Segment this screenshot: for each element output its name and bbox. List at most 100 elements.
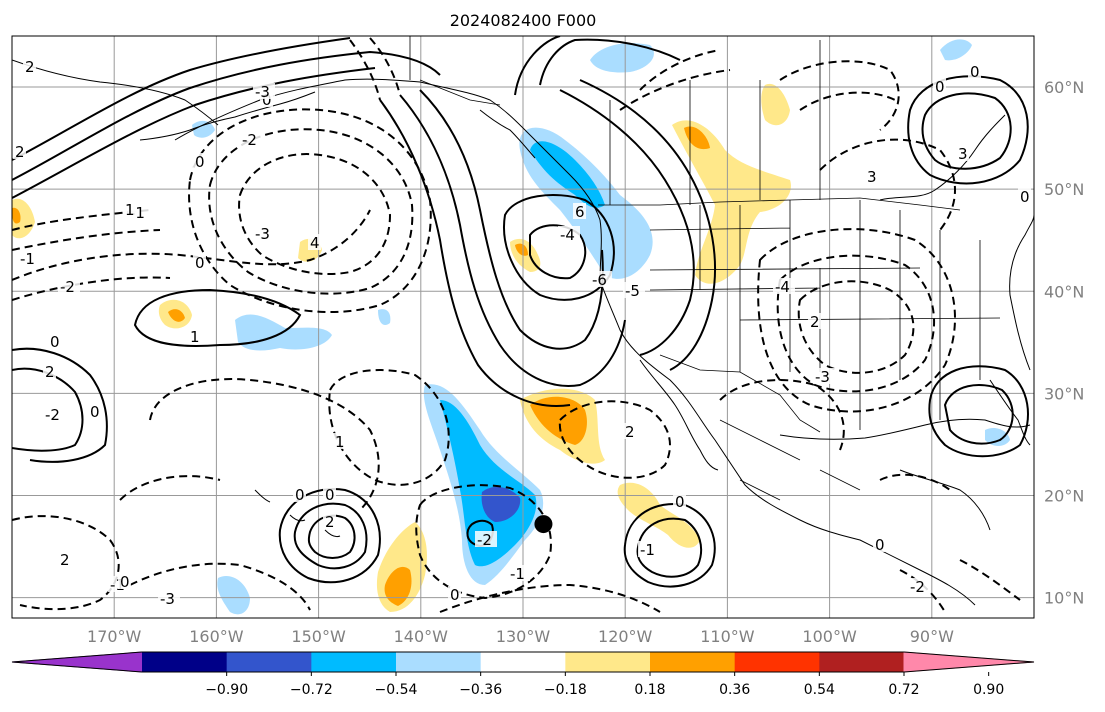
- contour-hawaii-cyclone-2: [293, 502, 368, 570]
- contour-dashed-us-1: [797, 280, 915, 374]
- contour-label: 0: [673, 493, 686, 511]
- svg-text:2: 2: [810, 313, 820, 331]
- contour-dashed-center-3: [119, 475, 221, 501]
- colorbar-tick-label: −0.36: [459, 682, 502, 698]
- contour-label: 0: [448, 586, 461, 604]
- shade-alaska-blue-core: [530, 141, 605, 208]
- contour-dashed-center-2: [149, 378, 380, 511]
- shade-nw-blue: [192, 120, 215, 138]
- colorbar-segment: [650, 652, 736, 672]
- contour-label: 0: [88, 403, 101, 421]
- colorbar-segment: [311, 652, 397, 672]
- shade-mexico-yellow: [617, 482, 700, 548]
- coast-florida: [989, 379, 1031, 446]
- shade-california-orange: [515, 243, 528, 256]
- contour-southeast-high-2: [943, 384, 1014, 445]
- contour-hawaii-cyclone: [278, 488, 381, 584]
- colorbar-tick-label: 0.36: [719, 682, 750, 698]
- contour-northeast-high-2: [921, 92, 1012, 170]
- shade-south-orange: [384, 566, 412, 606]
- svg-text:2: 2: [325, 513, 335, 531]
- contour-label: 2: [808, 313, 821, 331]
- lon-tick-label: 110°W: [700, 627, 755, 646]
- svg-text:2: 2: [25, 58, 35, 76]
- contour-label: -4: [773, 278, 795, 296]
- contour-dashed-south-1: [12, 515, 120, 611]
- contour-dashed-east-1: [879, 473, 951, 491]
- lat-tick-label: 10°N: [1044, 589, 1084, 608]
- contour-label: 2: [13, 143, 26, 161]
- contour-label: -3: [253, 225, 275, 243]
- colorbar-segment: [819, 652, 905, 672]
- svg-text:-3: -3: [160, 590, 175, 608]
- svg-text:-4: -4: [775, 278, 790, 296]
- contour-dashed-us-4: [819, 138, 956, 231]
- colorbar-tick-label: −0.90: [205, 682, 248, 698]
- colorbar-segment: [734, 652, 820, 672]
- contour-dashed-south-3: [415, 484, 552, 600]
- contour-ridge-2: [399, 94, 626, 387]
- contour-lines: [12, 36, 1029, 613]
- lat-tick-label: 60°N: [1044, 78, 1084, 97]
- latitude-labels: 10°N 20°N 30°N 40°N 50°N 60°N: [1044, 78, 1084, 608]
- svg-text:-3: -3: [255, 225, 270, 243]
- svg-text:0: 0: [935, 78, 945, 96]
- lon-tick-label: 120°W: [598, 627, 653, 646]
- shade-ne-blue: [940, 39, 972, 61]
- contour-label: 2: [23, 58, 36, 76]
- svg-text:0: 0: [195, 153, 205, 171]
- svg-text:0: 0: [195, 254, 205, 272]
- shade-gulf-blue: [590, 43, 654, 73]
- svg-text:-5: -5: [625, 282, 640, 300]
- lon-tick-label: 150°W: [291, 627, 346, 646]
- contour-label: -5: [623, 282, 645, 300]
- contour-label: 0: [1018, 188, 1031, 206]
- coast-hawaii: [254, 489, 341, 538]
- contour-label: -3: [158, 590, 180, 608]
- svg-text:-3: -3: [815, 368, 830, 386]
- svg-text:-1: -1: [640, 541, 655, 559]
- lat-tick-label: 20°N: [1044, 486, 1084, 505]
- contour-dashed-pac-wide-4: [12, 229, 161, 251]
- contour-trough-1: [559, 89, 695, 356]
- colorbar-tick-label: −0.72: [290, 682, 333, 698]
- svg-text:0: 0: [450, 586, 460, 604]
- svg-text:0: 0: [875, 536, 885, 554]
- lon-tick-label: 170°W: [87, 627, 142, 646]
- contour-label: 3: [956, 145, 969, 163]
- coast-chukotka: [12, 59, 219, 126]
- contour-label: -2: [43, 406, 65, 424]
- contour-label: -2: [240, 131, 262, 149]
- contour-dashed-us-3: [757, 228, 956, 413]
- colorbar-segment: [565, 652, 651, 672]
- contour-dashed-mex-1: [558, 400, 671, 479]
- contour-dashed-south-4: [439, 583, 661, 613]
- contour-southeast-high: [928, 365, 1029, 458]
- contour-dashed-pac-low-1: [188, 108, 432, 314]
- svg-text:-3: -3: [255, 83, 270, 101]
- coast-yucatan: [899, 469, 991, 531]
- contour-label: -1: [508, 565, 530, 583]
- contour-label: 2: [43, 363, 56, 381]
- shade-small-blue-2: [378, 309, 391, 326]
- shade-gulf-east-blue: [985, 428, 1010, 446]
- contour-dashed-center-1: [328, 369, 450, 486]
- contour-label: -2: [58, 278, 80, 296]
- contour-dashed-alaska-1: [639, 49, 721, 91]
- svg-text:2: 2: [45, 363, 55, 381]
- graticule: [12, 36, 1034, 618]
- svg-text:4: 4: [310, 234, 320, 252]
- contour-mexico-cyclone: [623, 503, 716, 588]
- contour-solid-3: [12, 67, 376, 199]
- colorbar-tick-label: 0.90: [973, 682, 1004, 698]
- shade-nw-orange: [168, 309, 185, 322]
- contour-dashed-pac-low-3: [238, 153, 392, 275]
- coast-east: [1009, 214, 1034, 371]
- contour-label: 0: [933, 78, 946, 96]
- figure-title: 2024082400 F000: [450, 11, 597, 30]
- contour-northeast-high: [907, 75, 1029, 185]
- contour-label: -2: [908, 578, 930, 596]
- svg-text:6: 6: [575, 203, 585, 221]
- contour-dashed-alaska-2: [619, 69, 731, 111]
- contour-label: -2: [475, 531, 497, 549]
